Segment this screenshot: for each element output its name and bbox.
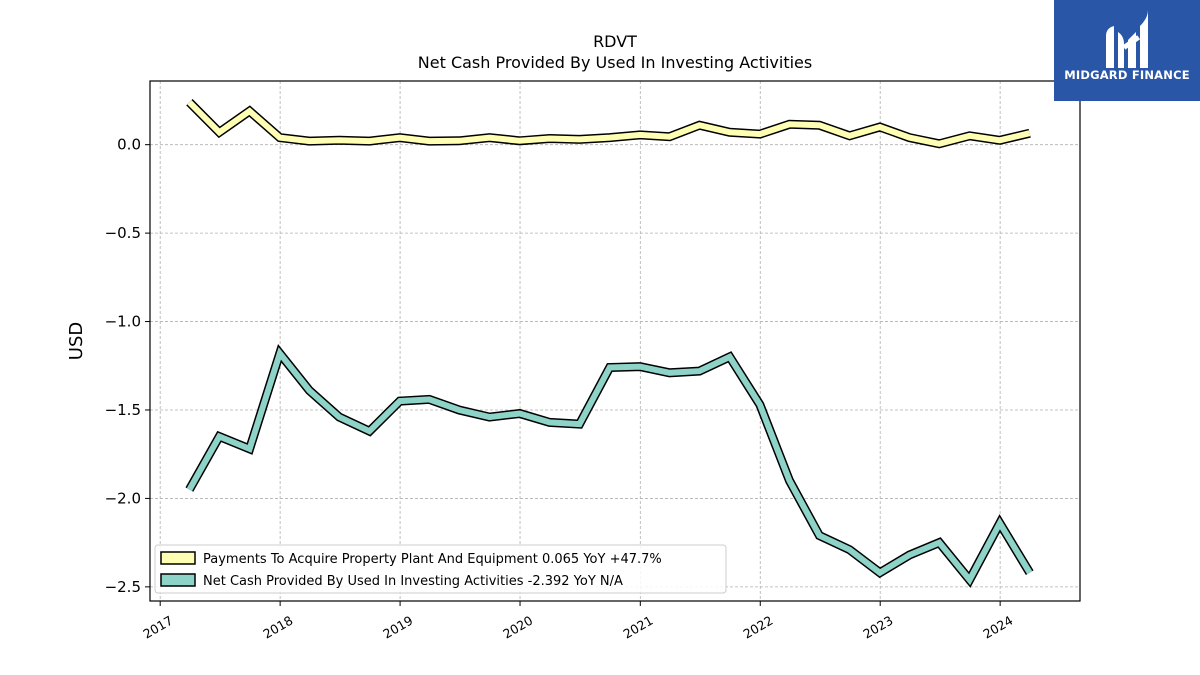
brand-logo: MIDGARD FINANCE bbox=[1054, 0, 1200, 101]
y-axis: 0.0 −0.5 −1.0 −1.5 −2.0 −2.5 bbox=[105, 136, 150, 596]
y-axis-label: USD bbox=[66, 322, 87, 360]
x-tick-label: 2021 bbox=[621, 613, 656, 642]
series-line-investing bbox=[186, 347, 1033, 586]
legend: Payments To Acquire Property Plant And E… bbox=[154, 544, 727, 594]
legend-swatch-investing bbox=[160, 573, 196, 587]
plot-frame bbox=[149, 80, 1081, 602]
x-tick-label: 2022 bbox=[740, 613, 775, 642]
x-tick-label: 2017 bbox=[140, 613, 175, 642]
x-tick-label: 2020 bbox=[500, 613, 535, 642]
y-tick-label: 0.0 bbox=[117, 136, 141, 154]
y-tick-label: −1.0 bbox=[105, 313, 141, 331]
x-tick-label: 2024 bbox=[980, 613, 1015, 642]
legend-box bbox=[154, 544, 727, 594]
chart-subtitle: Net Cash Provided By Used In Investing A… bbox=[418, 53, 812, 72]
y-tick-label: −2.5 bbox=[105, 578, 141, 596]
y-tick-label: −0.5 bbox=[105, 224, 141, 242]
y-tick-label: −2.0 bbox=[105, 489, 141, 507]
x-tick-label: 2018 bbox=[260, 613, 295, 642]
series-line-ppe bbox=[187, 100, 1031, 147]
legend-swatch-ppe bbox=[160, 551, 196, 565]
x-tick-label: 2019 bbox=[380, 613, 415, 642]
grid-layer bbox=[150, 81, 1080, 601]
chart-title: RDVT bbox=[593, 32, 637, 51]
x-tick-label: 2023 bbox=[860, 613, 895, 642]
x-axis: 2017 2018 2019 2020 2021 2022 2023 2024 bbox=[140, 601, 1015, 642]
series-layer bbox=[185, 99, 1034, 588]
y-tick-label: −1.5 bbox=[105, 401, 141, 419]
legend-label-ppe: Payments To Acquire Property Plant And E… bbox=[203, 552, 662, 567]
brand-mark-icon bbox=[1106, 10, 1148, 68]
legend-label-investing: Net Cash Provided By Used In Investing A… bbox=[203, 574, 623, 589]
brand-name: MIDGARD FINANCE bbox=[1064, 68, 1190, 82]
